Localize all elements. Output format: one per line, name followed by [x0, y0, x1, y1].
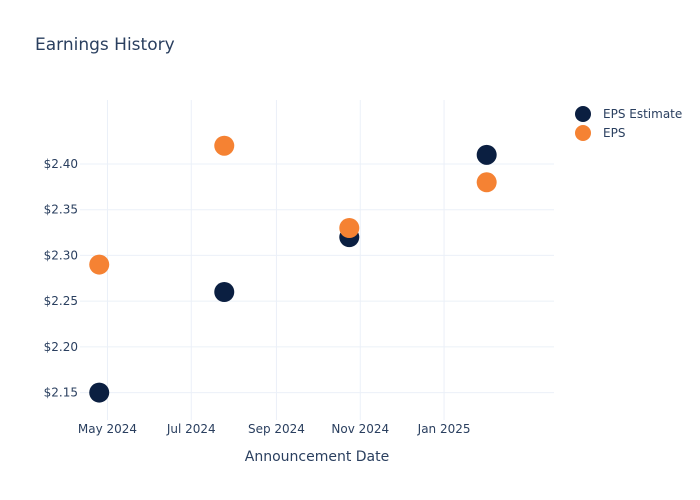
- gridlines: [80, 100, 554, 420]
- y-tick-label: $2.35: [44, 203, 78, 217]
- eps-estimate-point[interactable]: [89, 382, 110, 403]
- x-tick-label: Jul 2024: [166, 422, 216, 436]
- legend-marker-eps-estimate[interactable]: [575, 106, 591, 122]
- eps-point[interactable]: [476, 172, 497, 193]
- y-tick-label: $2.25: [44, 294, 78, 308]
- legend-marker-eps[interactable]: [575, 125, 591, 141]
- y-tick-label: $2.15: [44, 386, 78, 400]
- x-axis-title: Announcement Date: [245, 449, 389, 465]
- x-tick-label: May 2024: [78, 422, 137, 436]
- y-tick-label: $2.30: [44, 248, 78, 262]
- x-tick-label: Sep 2024: [248, 422, 305, 436]
- legend-label-eps[interactable]: EPS: [603, 126, 625, 140]
- legend-label-eps-estimate[interactable]: EPS Estimate: [603, 107, 682, 121]
- chart-title: Earnings History: [35, 35, 175, 55]
- legend: EPS Estimate EPS: [575, 106, 682, 141]
- x-tick-label: Jan 2025: [417, 422, 471, 436]
- y-tick-label: $2.20: [44, 340, 78, 354]
- eps-point[interactable]: [214, 135, 235, 156]
- eps-point[interactable]: [89, 254, 110, 275]
- x-tick-label: Nov 2024: [331, 422, 389, 436]
- y-tick-label: $2.40: [44, 157, 78, 171]
- axis-ticks: May 2024 Jul 2024 Sep 2024 Nov 2024 Jan 2025…: [44, 157, 471, 436]
- eps-estimate-point[interactable]: [476, 144, 497, 165]
- eps-estimate-point[interactable]: [214, 282, 235, 302]
- eps-point[interactable]: [339, 218, 360, 238]
- data-points: [89, 135, 497, 403]
